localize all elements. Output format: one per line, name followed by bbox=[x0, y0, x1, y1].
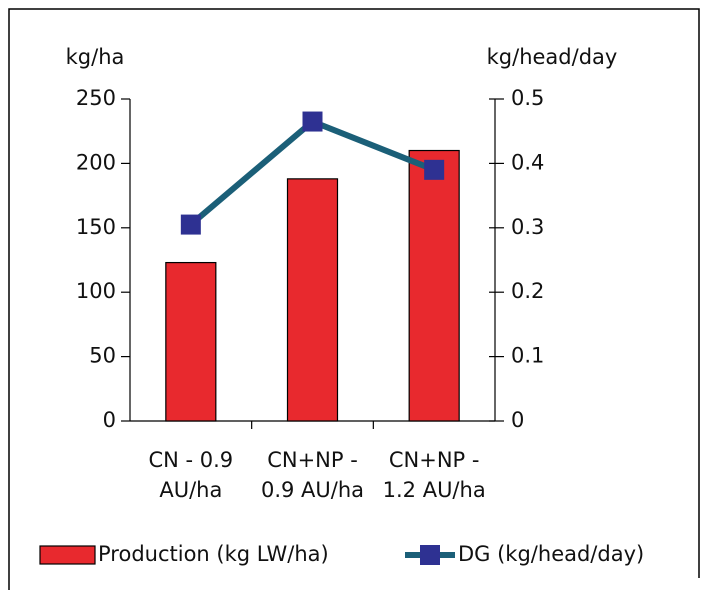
y-tick-label: 250 bbox=[76, 86, 116, 110]
y2-tick-label: 0.2 bbox=[511, 279, 544, 303]
legend-marker bbox=[420, 545, 440, 565]
y2-tick-label: 0.1 bbox=[511, 344, 544, 368]
bar bbox=[286, 178, 339, 422]
y2-tick-label: 0.3 bbox=[511, 215, 544, 239]
bar bbox=[408, 149, 460, 422]
y2-axis-label: kg/head/day bbox=[487, 45, 618, 69]
y2-tick-label: 0.5 bbox=[511, 86, 544, 110]
marker bbox=[424, 159, 445, 180]
x-tick-label: 1.2 AU/ha bbox=[383, 478, 486, 502]
marker bbox=[180, 214, 201, 235]
legend-label: DG (kg/head/day) bbox=[458, 542, 644, 566]
y2-tick-label: 0.4 bbox=[511, 150, 544, 174]
x-tick-label: AU/ha bbox=[159, 478, 222, 502]
y-axis-label: kg/ha bbox=[66, 45, 125, 69]
frame bbox=[8, 8, 700, 590]
legend-swatch bbox=[39, 545, 96, 565]
y2-tick-label: 0 bbox=[511, 408, 524, 432]
marker bbox=[302, 111, 323, 132]
x-tick-label: 0.9 AU/ha bbox=[261, 478, 364, 502]
y-tick-label: 150 bbox=[76, 215, 116, 239]
y-tick-label: 200 bbox=[76, 150, 116, 174]
y-tick-label: 0 bbox=[103, 408, 116, 432]
legend-label: Production (kg LW/ha) bbox=[98, 542, 329, 566]
y-tick-label: 100 bbox=[76, 279, 116, 303]
y-tick-label: 50 bbox=[89, 344, 116, 368]
x-tick-label: CN+NP - bbox=[389, 448, 480, 472]
x-tick-label: CN - 0.9 bbox=[148, 448, 233, 472]
x-tick-label: CN+NP - bbox=[267, 448, 358, 472]
bar bbox=[165, 261, 217, 422]
